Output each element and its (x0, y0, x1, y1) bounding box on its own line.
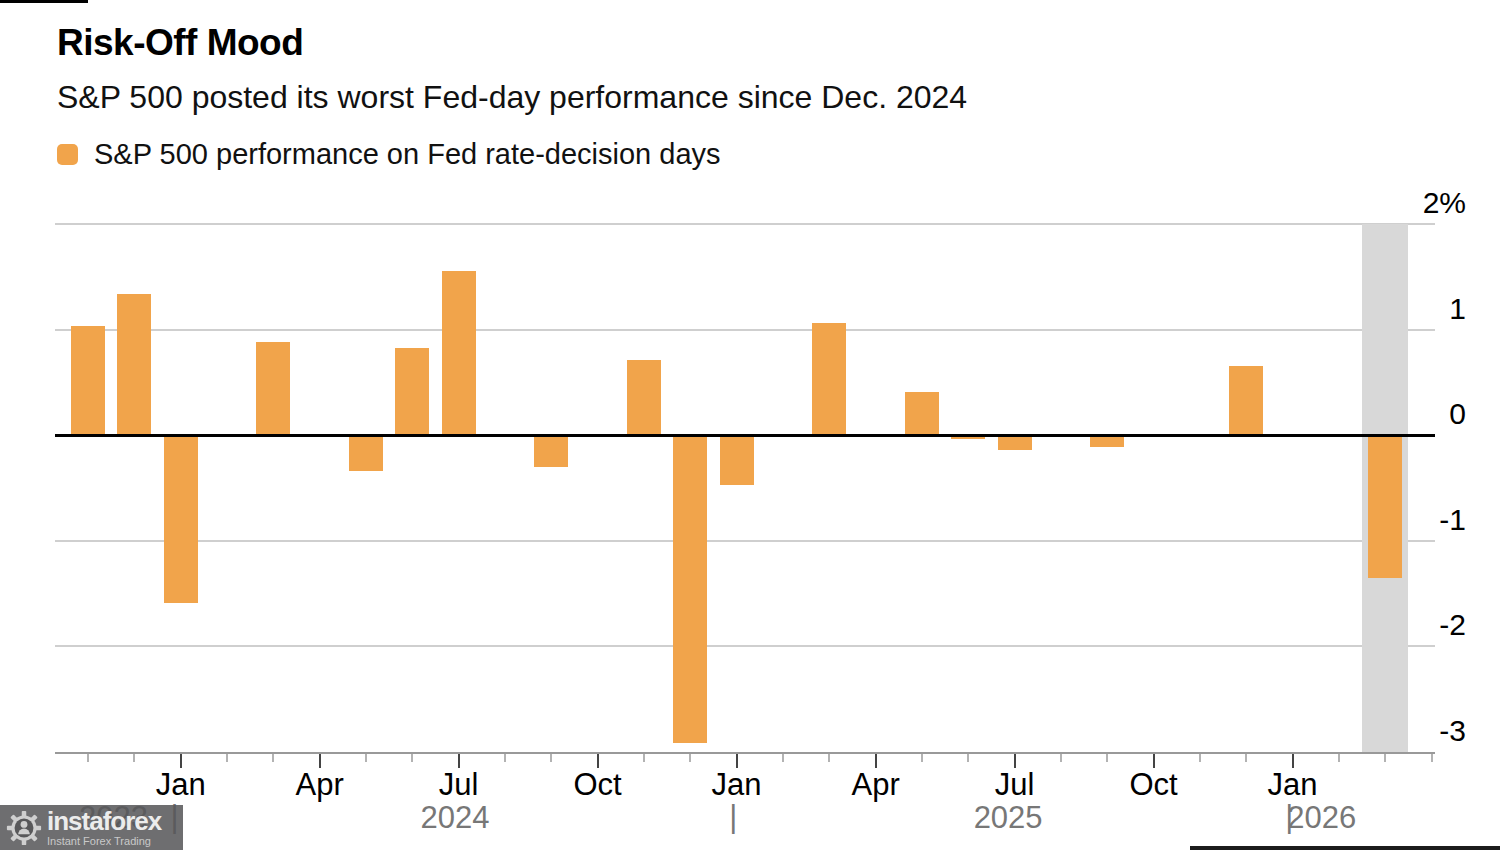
x-axis-year-separator: | (729, 799, 737, 835)
bar (349, 435, 383, 471)
bar (256, 342, 290, 435)
x-axis-minor-tick (365, 754, 367, 762)
x-axis-month-label: Oct (574, 767, 622, 803)
gridline (55, 329, 1435, 331)
bar (905, 392, 939, 435)
x-axis-major-tick (180, 754, 182, 768)
x-axis-major-tick (458, 754, 460, 768)
x-axis-minor-tick (550, 754, 552, 762)
x-axis-minor-tick (689, 754, 691, 762)
x-axis-minor-tick (133, 754, 135, 762)
x-axis-minor-tick (1431, 754, 1433, 762)
bar (164, 435, 198, 603)
bar (442, 271, 476, 435)
x-axis-major-tick (1014, 754, 1016, 768)
watermark-tagline: Instant Forex Trading (47, 836, 161, 847)
x-axis-minor-tick (1245, 754, 1247, 762)
bar (1229, 366, 1263, 435)
x-axis-year-label: 2026 (1287, 800, 1356, 836)
x-axis-minor-tick (782, 754, 784, 762)
bar (627, 360, 661, 435)
x-axis-major-tick (597, 754, 599, 768)
zero-axis-line (55, 434, 1435, 437)
x-axis-minor-tick (967, 754, 969, 762)
x-axis-minor-tick (1060, 754, 1062, 762)
bar (71, 326, 105, 435)
x-axis-major-tick (736, 754, 738, 768)
watermark-brand: instaforex (47, 808, 161, 834)
y-axis-tick-label: 2% (1380, 186, 1466, 220)
x-axis-major-tick (319, 754, 321, 768)
x-axis-major-tick (1292, 754, 1294, 768)
x-axis-month-label: Jul (995, 767, 1035, 803)
y-axis-tick-label: -1 (1380, 503, 1466, 537)
x-axis-year-separator: | (1285, 799, 1293, 835)
x-axis-month-label: Oct (1129, 767, 1177, 803)
y-axis-tick-label: 0 (1380, 397, 1466, 431)
bar-chart-plot-area: JanAprJulOctJanAprJulOctJan2023202420252… (0, 0, 1500, 850)
bar (534, 435, 568, 467)
chart-page: Risk-Off Mood S&P 500 posted its worst F… (0, 0, 1500, 850)
x-axis-year-label: 2024 (420, 800, 489, 836)
x-axis-month-label: Jan (712, 767, 762, 803)
y-axis-tick-label: -3 (1380, 714, 1466, 748)
gridline (55, 645, 1435, 647)
bar (395, 348, 429, 435)
y-axis-tick-label: 1 (1380, 292, 1466, 326)
x-axis-month-label: Jan (1268, 767, 1318, 803)
x-axis-month-label: Jul (439, 767, 479, 803)
x-axis-minor-tick (1338, 754, 1340, 762)
x-axis-minor-tick (921, 754, 923, 762)
x-axis-year-label: 2025 (974, 800, 1043, 836)
gridline (55, 223, 1435, 225)
bar (998, 435, 1032, 450)
bar (812, 323, 846, 435)
x-axis-minor-tick (504, 754, 506, 762)
bar (117, 294, 151, 435)
x-axis-minor-tick (1384, 754, 1386, 762)
x-axis-minor-tick (411, 754, 413, 762)
x-axis-minor-tick (1199, 754, 1201, 762)
x-axis-month-label: Jan (156, 767, 206, 803)
instaforex-gear-person-icon (6, 810, 42, 846)
x-axis-minor-tick (87, 754, 89, 762)
x-axis-minor-tick (226, 754, 228, 762)
x-axis-major-tick (1153, 754, 1155, 768)
x-axis-minor-tick (828, 754, 830, 762)
x-axis-month-label: Apr (296, 767, 344, 803)
cropped-footer-strip (1190, 846, 1500, 850)
bar (720, 435, 754, 485)
x-axis-minor-tick (1106, 754, 1108, 762)
x-axis-month-label: Apr (851, 767, 899, 803)
watermark: instaforex Instant Forex Trading (0, 805, 183, 850)
x-axis-line (55, 752, 1435, 754)
gridline (55, 540, 1435, 542)
x-axis-major-tick (875, 754, 877, 768)
x-axis-minor-tick (643, 754, 645, 762)
x-axis-minor-tick (272, 754, 274, 762)
y-axis-tick-label: -2 (1380, 608, 1466, 642)
bar (673, 435, 707, 743)
